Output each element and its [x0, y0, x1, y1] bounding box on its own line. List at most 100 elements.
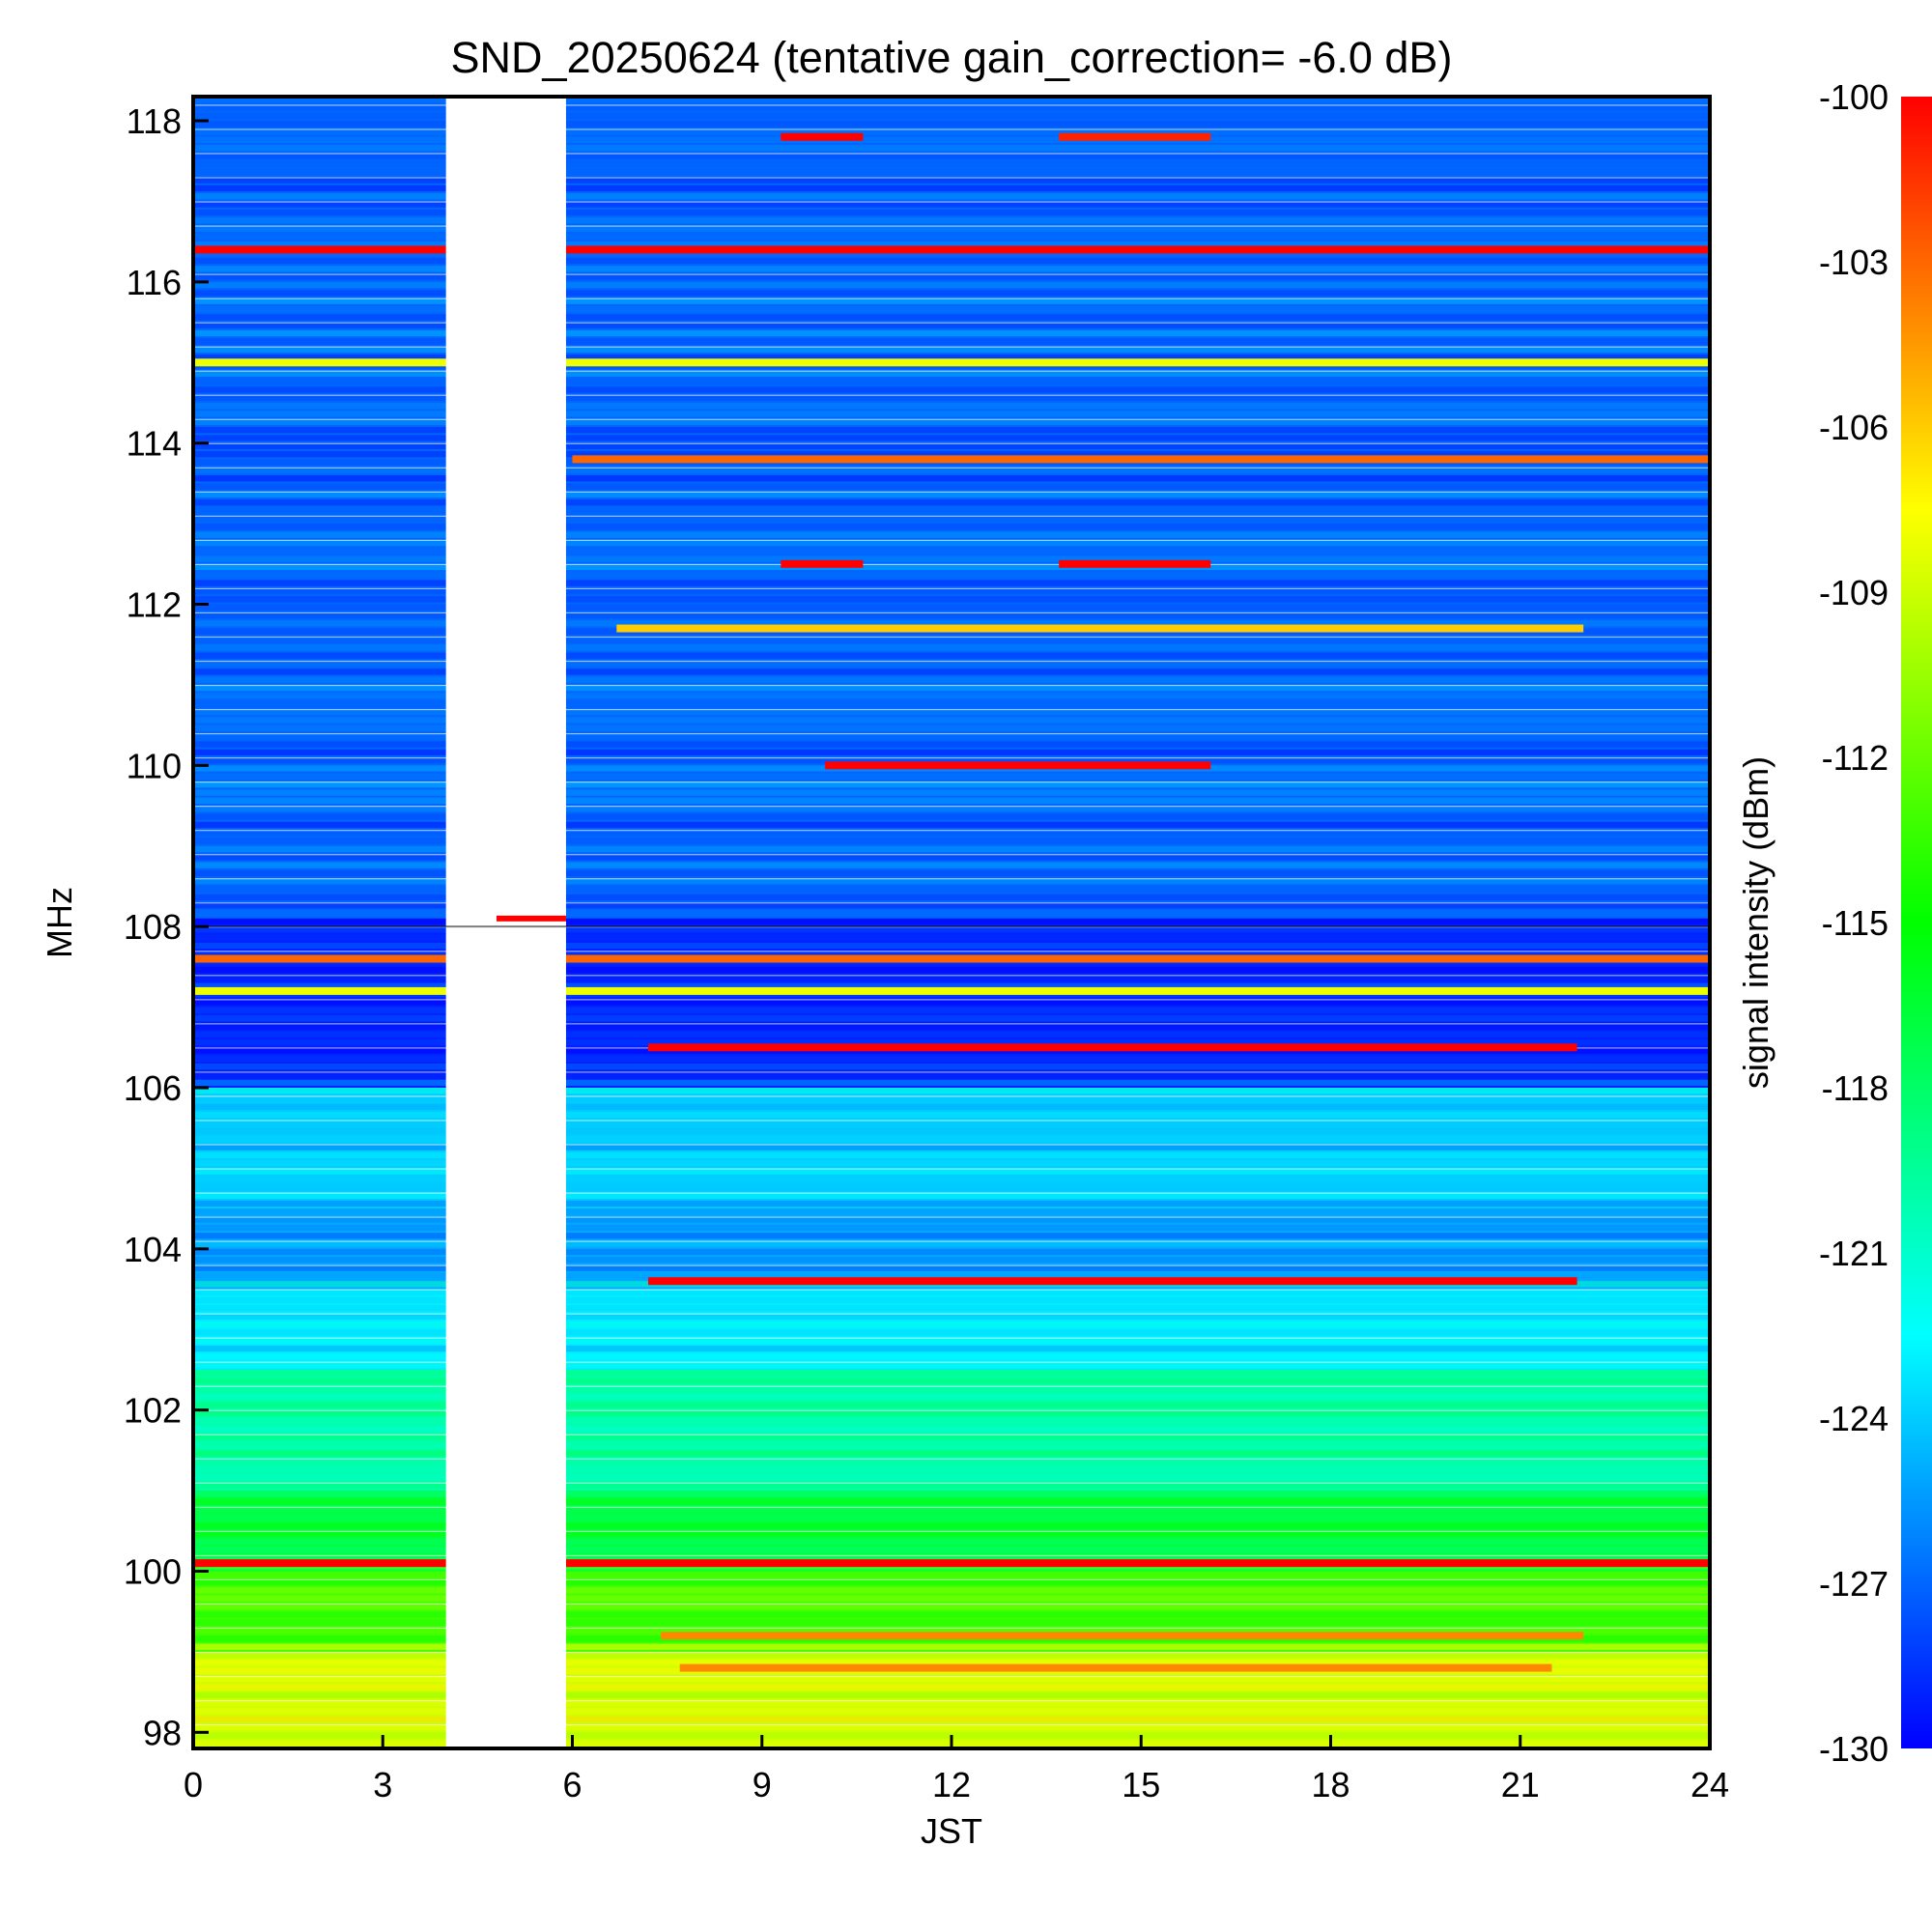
heatmap-row: [193, 1578, 1710, 1586]
colorbar-tick-label: -100: [1819, 77, 1889, 117]
heatmap-row: [193, 128, 1710, 135]
scan-line: [193, 1120, 1710, 1122]
signal-band: [648, 1043, 1577, 1052]
scan-line: [193, 491, 1710, 493]
gap-marker: [497, 915, 566, 922]
signal-band: [825, 761, 1211, 770]
signal-band: [193, 954, 1710, 963]
heatmap-row: [193, 1482, 1710, 1490]
x-tick-label: 24: [1690, 1765, 1729, 1804]
heatmap-row: [193, 1014, 1710, 1022]
heatmap-row: [193, 732, 1710, 740]
heatmap-row: [193, 507, 1710, 514]
heatmap-row: [193, 1208, 1710, 1215]
heatmap-row: [193, 797, 1710, 805]
scan-line: [193, 104, 1710, 106]
heatmap-row: [193, 781, 1710, 788]
heatmap-row: [193, 869, 1710, 877]
heatmap-row: [193, 684, 1710, 692]
scan-line: [193, 1168, 1710, 1170]
heatmap-row: [193, 1595, 1710, 1602]
signal-band: [1059, 132, 1211, 141]
heatmap-row: [193, 1603, 1710, 1610]
heatmap-row: [193, 370, 1710, 377]
heatmap-row: [193, 1289, 1710, 1295]
heatmap-row: [193, 1474, 1710, 1481]
scan-line: [193, 1723, 1710, 1726]
heatmap-row: [193, 1296, 1710, 1304]
colorbar-tick-label: -124: [1819, 1399, 1889, 1438]
heatmap-row: [193, 1619, 1710, 1626]
scan-line: [193, 273, 1710, 275]
heatmap-row: [193, 700, 1710, 707]
heatmap-row: [193, 266, 1710, 272]
heatmap-row: [193, 314, 1710, 321]
signal-band: [193, 245, 1710, 254]
heatmap-row: [193, 806, 1710, 812]
heatmap-row: [193, 708, 1710, 716]
signal-band: [616, 624, 1584, 633]
y-tick-label: 100: [124, 1551, 182, 1591]
y-tick-label: 110: [127, 746, 182, 785]
heatmap-row: [193, 329, 1710, 337]
heatmap-row: [193, 1079, 1710, 1086]
heatmap-row: [193, 652, 1710, 659]
heatmap-row: [193, 185, 1710, 192]
heatmap-row: [193, 1055, 1710, 1062]
scan-line: [193, 1506, 1710, 1508]
heatmap-row: [193, 741, 1710, 748]
heatmap-row: [193, 1458, 1710, 1465]
heatmap-row: [193, 1313, 1710, 1320]
y-tick-label: 108: [124, 907, 182, 947]
scan-line: [193, 1530, 1710, 1532]
heatmap-row: [193, 442, 1710, 450]
scan-line: [193, 1458, 1710, 1460]
scan-line: [193, 1071, 1710, 1073]
heatmap-row: [193, 1240, 1710, 1247]
heatmap-row: [193, 1515, 1710, 1521]
heatmap-row: [193, 435, 1710, 441]
heatmap-row: [193, 878, 1710, 885]
colorbar-label: signal intensity (dBm): [1736, 756, 1776, 1089]
scan-line: [193, 999, 1710, 1001]
heatmap-row: [193, 1176, 1710, 1183]
heatmap-row: [193, 813, 1710, 820]
heatmap-row: [193, 242, 1710, 248]
heatmap-row: [193, 1088, 1710, 1094]
scan-line: [193, 587, 1710, 590]
heatmap-row: [193, 201, 1710, 208]
scan-line: [193, 128, 1710, 130]
heatmap-row: [193, 902, 1710, 909]
heatmap-row: [193, 386, 1710, 393]
x-tick-label: 6: [562, 1765, 582, 1804]
scan-line: [193, 1023, 1710, 1025]
heatmap-row: [193, 1264, 1710, 1271]
heatmap-row: [193, 136, 1710, 144]
heatmap-row: [193, 233, 1710, 241]
scan-line: [193, 902, 1710, 904]
heatmap-row: [193, 1023, 1710, 1030]
heatmap-row: [193, 1038, 1710, 1046]
x-tick-label: 3: [373, 1765, 392, 1804]
heatmap-row: [193, 951, 1710, 957]
scan-line: [193, 878, 1710, 880]
chart-title: SND_20250624 (tentative gain_correction=…: [451, 33, 1453, 82]
heatmap-row: [193, 1539, 1710, 1546]
heatmap-row: [193, 1103, 1710, 1111]
heatmap-row: [193, 1587, 1710, 1594]
scan-line: [193, 418, 1710, 420]
scan-line: [193, 225, 1710, 227]
heatmap-row: [193, 1611, 1710, 1618]
heatmap-row: [193, 273, 1710, 280]
heatmap-row: [193, 1233, 1710, 1239]
heatmap-row: [193, 1353, 1710, 1360]
scan-line: [193, 1095, 1710, 1097]
heatmap-row: [193, 1675, 1710, 1683]
scan-line: [193, 1627, 1710, 1630]
scan-line: [193, 732, 1710, 735]
heatmap-row: [193, 1112, 1710, 1119]
scan-line: [193, 951, 1710, 952]
heatmap-row: [193, 1071, 1710, 1078]
heatmap-row: [193, 845, 1710, 853]
